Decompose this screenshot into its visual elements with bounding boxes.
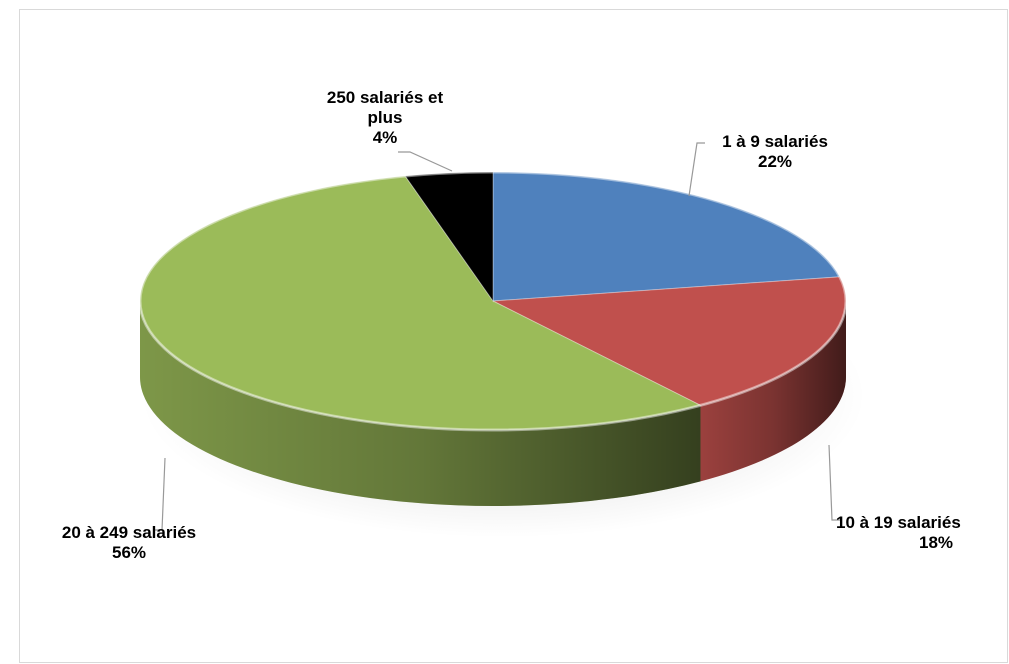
leader-line-250-plus [398,151,453,172]
slice-label-1-9: 1 à 9 salariés 22% [680,132,870,172]
slice-percent: 56% [111,543,147,562]
slice-label-250-plus: 250 salariés et plus 4% [290,88,480,148]
slice-percent: 18% [919,533,954,552]
slice-name: 1 à 9 salariés [722,132,828,151]
leader-line-20-249 [154,457,166,531]
slice-name-line1: 250 salariés et [326,88,444,107]
slice-percent: 4% [372,128,398,147]
slice-label-10-19: 10 à 19 salariés 18% [836,513,1008,553]
pie-slice-1 [491,276,847,406]
slice-name-line2: plus [367,108,403,127]
leader-line-10-19 [828,444,840,521]
slice-label-20-249: 20 à 249 salariés 56% [20,523,238,563]
slice-percent: 22% [757,152,793,171]
pie-side-shade-1 [700,301,846,482]
pie-slice-2 [139,175,702,431]
slice-name: 10 à 19 salariés [836,513,961,532]
pie-slice-0 [492,171,841,302]
slice-name: 20 à 249 salariés [61,523,197,542]
leader-line-1-9 [688,142,705,197]
pie-rim-highlight [138,170,848,432]
pie-slice-3 [404,171,494,303]
pie-side-shade-2 [140,301,701,506]
